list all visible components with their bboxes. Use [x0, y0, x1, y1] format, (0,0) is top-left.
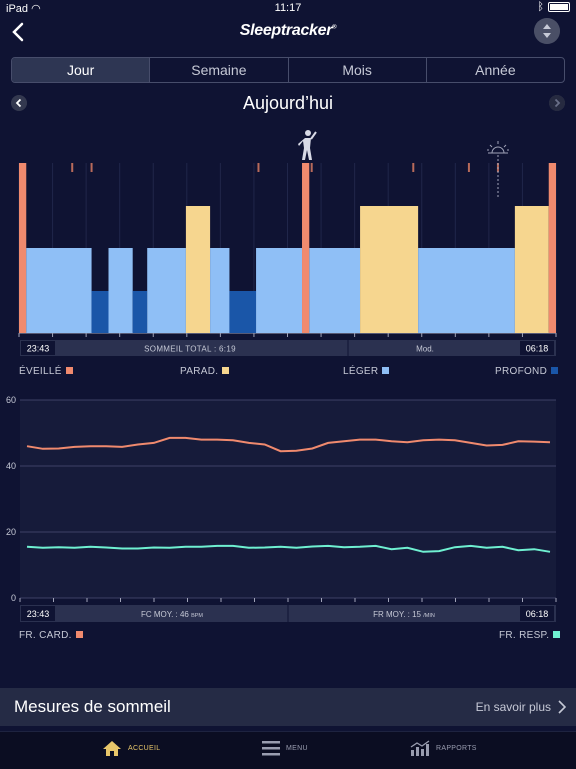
tab-jour[interactable]: Jour — [12, 58, 150, 82]
sort-arrows-icon[interactable] — [534, 18, 560, 44]
tab-accueil[interactable]: ACCUEIL — [102, 740, 160, 757]
sleep-metrics-title: Mesures de sommeil — [14, 697, 171, 716]
stage-segment — [132, 291, 148, 333]
prev-day-chevron-icon[interactable] — [11, 95, 27, 111]
vitals-end-time: 06:18 — [526, 609, 549, 619]
menu-icon — [262, 741, 280, 756]
period-segmented-control: Jour Semaine Mois Année — [11, 57, 565, 83]
sleep-start-time: 23:43 — [27, 344, 50, 354]
home-icon — [103, 741, 121, 756]
legend-light: LÉGER — [343, 366, 390, 377]
sleep-metrics-row[interactable]: Mesures de sommeil En savoir plus — [0, 688, 576, 726]
awake-tick — [257, 163, 260, 172]
awake-tick — [310, 163, 313, 172]
legend-hr: FR. CARD. — [19, 630, 83, 641]
avg-hr-label: FC MOY. : 46 BPM — [141, 610, 203, 619]
chevron-right-icon — [558, 700, 566, 714]
legend-resp: FR. RESP. — [499, 630, 561, 641]
stage-segment — [418, 248, 515, 333]
awake-tick — [412, 163, 415, 172]
app-logo: Sleeptracker® — [239, 22, 337, 39]
tab-annee[interactable]: Année — [425, 58, 564, 82]
vitals-start-time: 23:43 — [27, 609, 50, 619]
sunrise-icon — [487, 141, 509, 154]
carrier-label: iPad ◠ — [6, 3, 41, 15]
stage-segment — [514, 206, 549, 333]
stage-segment — [256, 248, 303, 333]
back-chevron-icon[interactable] — [8, 20, 30, 44]
resp-series-line — [26, 544, 551, 553]
nav-bar: Sleeptracker® — [0, 16, 576, 48]
sleep-footer-bar — [20, 340, 556, 356]
stage-segment — [91, 291, 109, 333]
reports-icon — [410, 740, 430, 756]
day-title: Aujourd’hui — [242, 93, 334, 113]
sleep-total-label: SOMMEIL TOTAL : 6:19 — [144, 345, 236, 354]
bottom-tab-bar: ACCUEIL MENU RAPPORTS — [0, 731, 576, 769]
vitals-chart: 0 20 40 60 23:43 FC MOY. : 46 BPM FR MOY. :… — [6, 395, 557, 622]
legend-awake: ÉVEILLÉ — [19, 366, 73, 377]
legend-rem: PARAD. — [180, 366, 230, 377]
tab-semaine[interactable]: Semaine — [149, 58, 287, 82]
stage-segment — [229, 291, 257, 333]
stage-segment — [548, 163, 556, 333]
y-tick-label: 60 — [6, 395, 16, 405]
y-tick-label: 0 — [11, 593, 16, 603]
awake-tick — [467, 163, 470, 172]
stage-segment — [108, 248, 133, 333]
next-day-chevron-icon[interactable] — [549, 95, 565, 111]
sleep-end-time: 06:18 — [526, 344, 549, 354]
stage-segment — [19, 163, 27, 333]
battery-icon — [548, 2, 570, 12]
stage-segment — [147, 248, 186, 333]
hr-series-line — [26, 436, 551, 453]
tab-mois[interactable]: Mois — [287, 58, 426, 82]
stage-segment — [360, 206, 419, 333]
status-bar: iPad ◠ 11:17 ᛒ — [0, 0, 576, 16]
stage-segment — [185, 206, 211, 333]
avg-rr-label: FR MOY. : 15 /MIN — [373, 610, 435, 619]
stage-segment — [26, 248, 92, 333]
sleep-stage-chart: 23:43 SOMMEIL TOTAL : 6:19 Mod. 06:18 — [18, 130, 557, 356]
stage-segment — [309, 248, 361, 333]
stage-segment — [210, 248, 230, 333]
clock: 11:17 — [274, 2, 302, 14]
tab-rapports[interactable]: RAPPORTS — [410, 740, 477, 756]
awake-tick — [90, 163, 93, 172]
day-navigator: Aujourd’hui — [0, 92, 576, 114]
wifi-icon: ◠ — [31, 3, 41, 15]
y-tick-label: 20 — [6, 527, 16, 537]
standing-person-icon — [298, 130, 317, 160]
legend-deep: PROFOND — [495, 366, 559, 377]
bluetooth-icon: ᛒ — [537, 1, 544, 13]
awake-tick — [71, 163, 74, 172]
stage-segment — [302, 163, 310, 333]
tab-menu[interactable]: MENU — [262, 740, 308, 756]
sleep-quality-label: Mod. — [416, 345, 434, 354]
y-tick-label: 40 — [6, 461, 16, 471]
learn-more-link[interactable]: En savoir plus — [476, 700, 566, 714]
